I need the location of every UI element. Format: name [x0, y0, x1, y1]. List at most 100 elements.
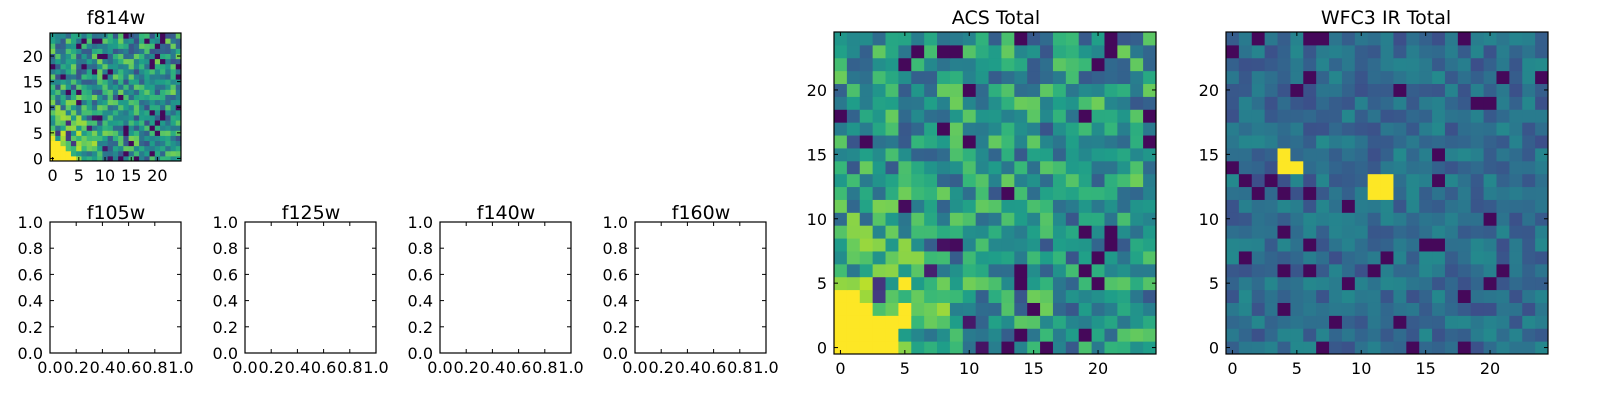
- heatmap-cell: [1393, 341, 1407, 355]
- heatmap-cell: [1277, 263, 1291, 278]
- heatmap-cell: [911, 147, 925, 162]
- panel-title-f814w: f814w: [87, 7, 146, 29]
- heatmap-cell: [118, 63, 124, 70]
- heatmap-cell: [1143, 160, 1157, 175]
- heatmap-cell: [1040, 199, 1054, 213]
- heatmap-cell: [102, 109, 109, 116]
- heatmap-cell: [911, 238, 925, 252]
- heatmap-cell: [1104, 57, 1118, 72]
- heatmap-cell: [1052, 276, 1067, 291]
- heatmap-cell: [1104, 315, 1118, 329]
- heatmap-cell: [911, 160, 925, 175]
- heatmap-cell: [70, 114, 77, 121]
- heatmap-cell: [937, 44, 951, 59]
- heatmap-cell: [1509, 315, 1523, 329]
- heatmap-cell: [1329, 341, 1343, 355]
- heatmap-cell: [65, 38, 72, 44]
- heatmap-cell: [1303, 341, 1317, 355]
- heatmap-cell: [123, 120, 130, 126]
- heatmap-cell: [1470, 302, 1485, 316]
- heatmap-cell: [872, 135, 887, 149]
- heatmap-cell: [107, 109, 114, 116]
- heatmap-cell: [144, 150, 151, 157]
- heatmap-cell: [1104, 160, 1118, 175]
- heatmap-cell: [1014, 57, 1028, 72]
- heatmap-cell: [107, 63, 114, 70]
- heatmap-cell: [86, 89, 93, 95]
- heatmap-cell: [1117, 250, 1131, 265]
- heatmap-cell: [133, 140, 140, 147]
- heatmap-cell: [70, 135, 77, 142]
- heatmap-cell: [1052, 135, 1067, 149]
- heatmap-cell: [1238, 173, 1253, 188]
- heatmap-cell: [1406, 199, 1420, 213]
- heatmap-cell: [112, 89, 119, 95]
- heatmap-cell: [859, 315, 874, 329]
- heatmap-cell: [1393, 225, 1407, 239]
- heatmap-cell: [1290, 276, 1304, 291]
- heatmap-cell: [165, 109, 172, 116]
- x-tick-label: 1.0: [168, 358, 193, 377]
- heatmap-cell: [1457, 289, 1472, 303]
- y-tick-label: 0.2: [18, 318, 43, 337]
- heatmap-cell: [1091, 109, 1105, 123]
- heatmap-cell: [1226, 173, 1240, 188]
- heatmap-cell: [834, 109, 848, 123]
- heatmap-cell: [81, 33, 88, 39]
- heatmap-cell: [154, 145, 161, 152]
- heatmap-cell: [149, 94, 156, 101]
- heatmap-cell: [1290, 212, 1304, 226]
- heatmap-cell: [898, 147, 912, 162]
- heatmap-cell: [1329, 32, 1343, 46]
- heatmap-cell: [1303, 83, 1317, 97]
- heatmap-cell: [81, 73, 88, 80]
- heatmap-cell: [1226, 70, 1240, 85]
- heatmap-cell: [924, 302, 938, 316]
- heatmap-cell: [50, 114, 56, 121]
- heatmap-cell: [872, 32, 887, 46]
- heatmap-cell: [1264, 225, 1279, 239]
- heatmap-cell: [1341, 315, 1356, 329]
- heatmap-cell: [1406, 302, 1420, 316]
- heatmap-cell: [55, 114, 61, 121]
- heatmap-cell: [65, 33, 72, 39]
- heatmap-cell: [1238, 238, 1253, 252]
- heatmap-cell: [55, 155, 61, 162]
- heatmap-cell: [170, 48, 177, 54]
- heatmap-cell: [1316, 70, 1330, 85]
- heatmap-cell: [1406, 186, 1420, 200]
- x-tick-label: 0.6: [701, 358, 726, 377]
- heatmap-cell: [1001, 289, 1015, 303]
- heatmap-cell: [1277, 44, 1291, 59]
- heatmap-cell: [81, 68, 88, 75]
- heatmap-cell: [1341, 135, 1356, 149]
- heatmap-cell: [86, 125, 93, 131]
- heatmap-cell: [1290, 57, 1304, 72]
- heatmap-cell: [1117, 328, 1131, 342]
- heatmap-cell: [86, 109, 93, 116]
- heatmap-cell: [1130, 122, 1144, 136]
- heatmap-cell: [81, 89, 88, 95]
- heatmap-cell: [1264, 96, 1279, 110]
- heatmap-cell: [1444, 302, 1459, 316]
- heatmap-cell: [1354, 276, 1369, 291]
- heatmap-cell: [1238, 109, 1253, 123]
- heatmap-cell: [949, 315, 964, 329]
- heatmap-cell: [1329, 83, 1343, 97]
- heatmap-cell: [128, 38, 135, 44]
- heatmap-cell: [911, 173, 925, 188]
- heatmap-cell: [118, 58, 124, 65]
- heatmap-cell: [1117, 212, 1131, 226]
- heatmap-cell: [1341, 225, 1356, 239]
- heatmap-cell: [1496, 302, 1510, 316]
- heatmap-cell: [55, 38, 61, 44]
- heatmap-cell: [1329, 173, 1343, 188]
- heatmap-cell: [1406, 122, 1420, 136]
- heatmap-cell: [170, 155, 177, 162]
- heatmap-cell: [1130, 32, 1144, 46]
- heatmap-cell: [91, 125, 98, 131]
- heatmap-cell: [1419, 173, 1433, 188]
- heatmap-cell: [1251, 160, 1266, 175]
- heatmap-cell: [1522, 109, 1536, 123]
